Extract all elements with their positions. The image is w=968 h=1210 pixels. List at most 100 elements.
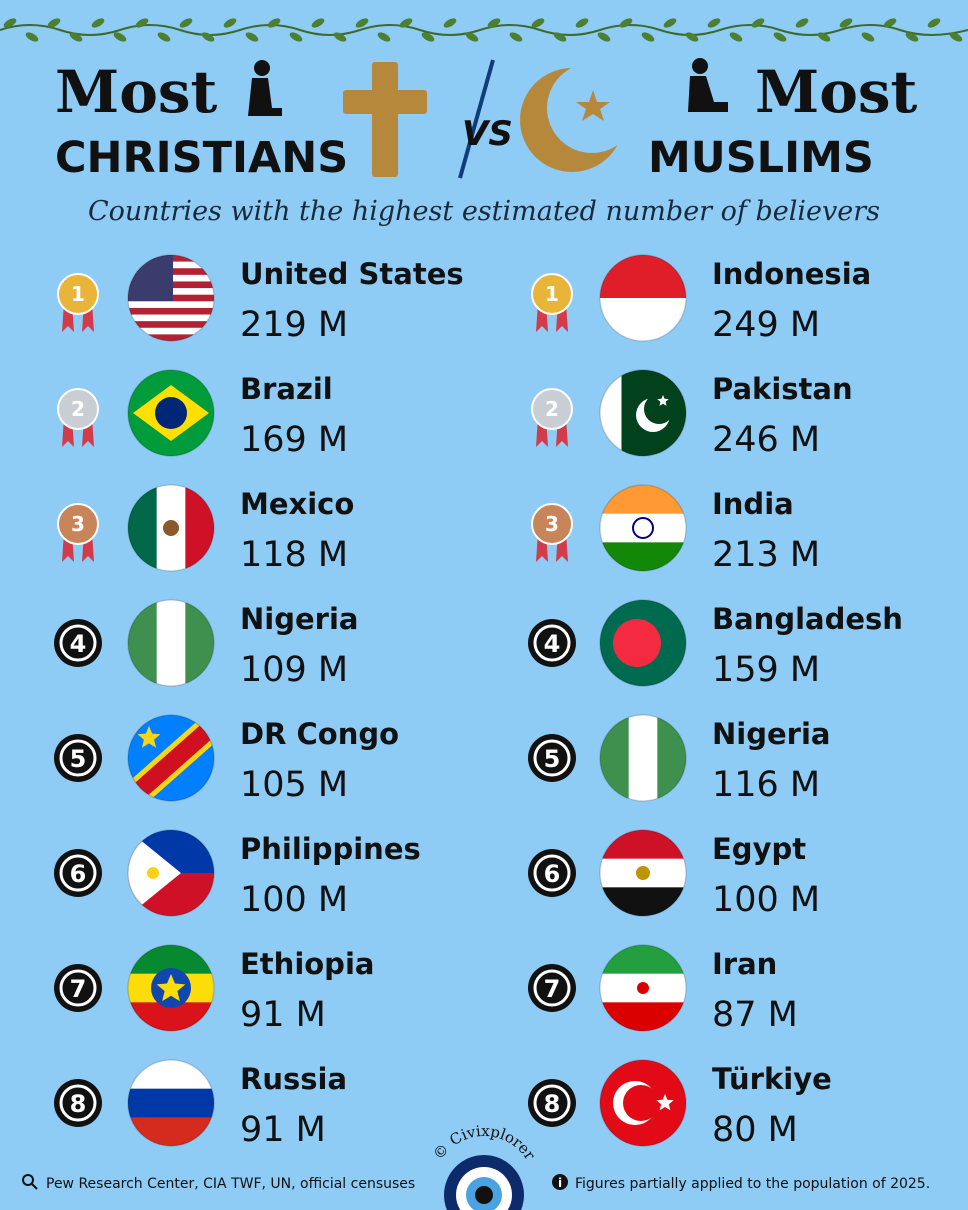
leaf bbox=[773, 32, 787, 42]
ranking-row: 3 Mexico 118 M bbox=[57, 484, 354, 575]
leaf bbox=[47, 18, 61, 28]
believers-count: 118 M bbox=[240, 535, 348, 575]
country-name: Nigeria bbox=[712, 717, 830, 751]
rank-ring bbox=[533, 1084, 571, 1122]
leaf bbox=[3, 18, 17, 28]
country-name: Ethiopia bbox=[240, 947, 374, 981]
believers-count: 91 M bbox=[240, 1110, 326, 1150]
ranking-row: 2 Brazil 169 M bbox=[57, 369, 348, 460]
footer: Pew Research Center, CIA TWF, UN, offici… bbox=[22, 1122, 930, 1210]
leaf bbox=[289, 32, 303, 42]
flag-disc bbox=[613, 619, 661, 667]
country-name: India bbox=[712, 487, 794, 521]
leaf bbox=[751, 18, 765, 28]
leaf bbox=[839, 18, 853, 28]
leaf bbox=[157, 32, 171, 42]
believers-count: 100 M bbox=[712, 880, 820, 920]
leaf bbox=[641, 32, 655, 42]
leaf bbox=[377, 32, 391, 42]
medal bbox=[57, 388, 99, 430]
leaf bbox=[223, 18, 237, 28]
ranking-row: 1 United States 219 M bbox=[57, 254, 464, 345]
leaf bbox=[553, 32, 567, 42]
leaf bbox=[333, 32, 347, 42]
flag-star bbox=[156, 974, 186, 1002]
flag-star bbox=[656, 1094, 674, 1111]
believers-count: 91 M bbox=[240, 995, 326, 1035]
flag bbox=[600, 1060, 686, 1146]
leaf bbox=[575, 18, 589, 28]
flag-outline bbox=[599, 254, 687, 342]
flag-stripe bbox=[128, 334, 214, 341]
believers-count: 109 M bbox=[240, 650, 348, 690]
flag-outline bbox=[599, 944, 687, 1032]
leaf bbox=[465, 32, 479, 42]
believers-count: 219 M bbox=[240, 305, 348, 345]
leaf bbox=[421, 32, 435, 42]
flag-stripe bbox=[128, 314, 214, 322]
rank: 7 bbox=[70, 975, 87, 1003]
rank: 3 bbox=[71, 512, 85, 536]
flag-outline bbox=[599, 1059, 687, 1147]
flag-outline bbox=[127, 944, 215, 1032]
rank: 6 bbox=[70, 860, 87, 888]
leaf bbox=[619, 18, 633, 28]
flag-stripe bbox=[128, 327, 214, 335]
leaf bbox=[817, 32, 831, 42]
rank: 1 bbox=[71, 282, 85, 306]
versus: VS bbox=[462, 114, 513, 154]
source: Pew Research Center, CIA TWF, UN, offici… bbox=[46, 1176, 415, 1192]
leaf bbox=[685, 32, 699, 42]
flag-outline bbox=[127, 484, 215, 572]
flag-emblem bbox=[637, 982, 649, 994]
flag bbox=[128, 370, 214, 456]
believers-count: 246 M bbox=[712, 420, 820, 460]
flag-outline bbox=[127, 369, 215, 457]
ranking-row: 6 Egypt 100 M bbox=[528, 829, 820, 920]
flag-outline bbox=[599, 369, 687, 457]
leaf bbox=[311, 18, 325, 28]
flag-outline bbox=[127, 1059, 215, 1147]
rank: 4 bbox=[70, 630, 87, 658]
rank: 6 bbox=[544, 860, 561, 888]
flag-crescent-cut bbox=[623, 1085, 659, 1121]
flag bbox=[128, 485, 214, 571]
medal bbox=[57, 503, 99, 545]
subtitle: Countries with the highest estimated num… bbox=[88, 196, 880, 227]
believers-count: 100 M bbox=[240, 880, 348, 920]
leaf bbox=[927, 18, 941, 28]
believers-count: 159 M bbox=[712, 650, 820, 690]
leaf bbox=[179, 18, 193, 28]
flag-stripe bbox=[156, 600, 186, 686]
believers-count: 80 M bbox=[712, 1110, 798, 1150]
flag-outline bbox=[127, 714, 215, 802]
rank: 8 bbox=[544, 1090, 561, 1118]
flag-outline bbox=[599, 599, 687, 687]
leaf bbox=[729, 32, 743, 42]
country-name: Iran bbox=[712, 947, 777, 981]
country-name: Pakistan bbox=[712, 372, 853, 406]
ranking-row: 1 Indonesia 249 M bbox=[531, 254, 871, 345]
flag bbox=[128, 715, 214, 801]
ranking-row: 5 DR Congo 105 M bbox=[54, 714, 399, 805]
note: Figures partially applied to the populat… bbox=[575, 1176, 930, 1192]
rank-ring bbox=[533, 739, 571, 777]
rank-ring bbox=[533, 854, 571, 892]
country-name: Bangladesh bbox=[712, 602, 903, 636]
ranking-row: 2 Pakistan 246 M bbox=[531, 369, 853, 460]
right-title-top: Most bbox=[755, 58, 918, 126]
flag bbox=[128, 600, 214, 686]
leaf bbox=[355, 18, 369, 28]
believers-count: 249 M bbox=[712, 305, 820, 345]
country-name: Brazil bbox=[240, 372, 333, 406]
flag-stripe bbox=[621, 370, 644, 456]
believers-count: 105 M bbox=[240, 765, 348, 805]
flag-outline bbox=[599, 829, 687, 917]
believers-count: 169 M bbox=[240, 420, 348, 460]
rank: 5 bbox=[70, 745, 87, 773]
flag-disc bbox=[155, 397, 187, 429]
leaf bbox=[531, 18, 545, 28]
divider bbox=[458, 59, 495, 179]
rank-ring bbox=[533, 624, 571, 662]
